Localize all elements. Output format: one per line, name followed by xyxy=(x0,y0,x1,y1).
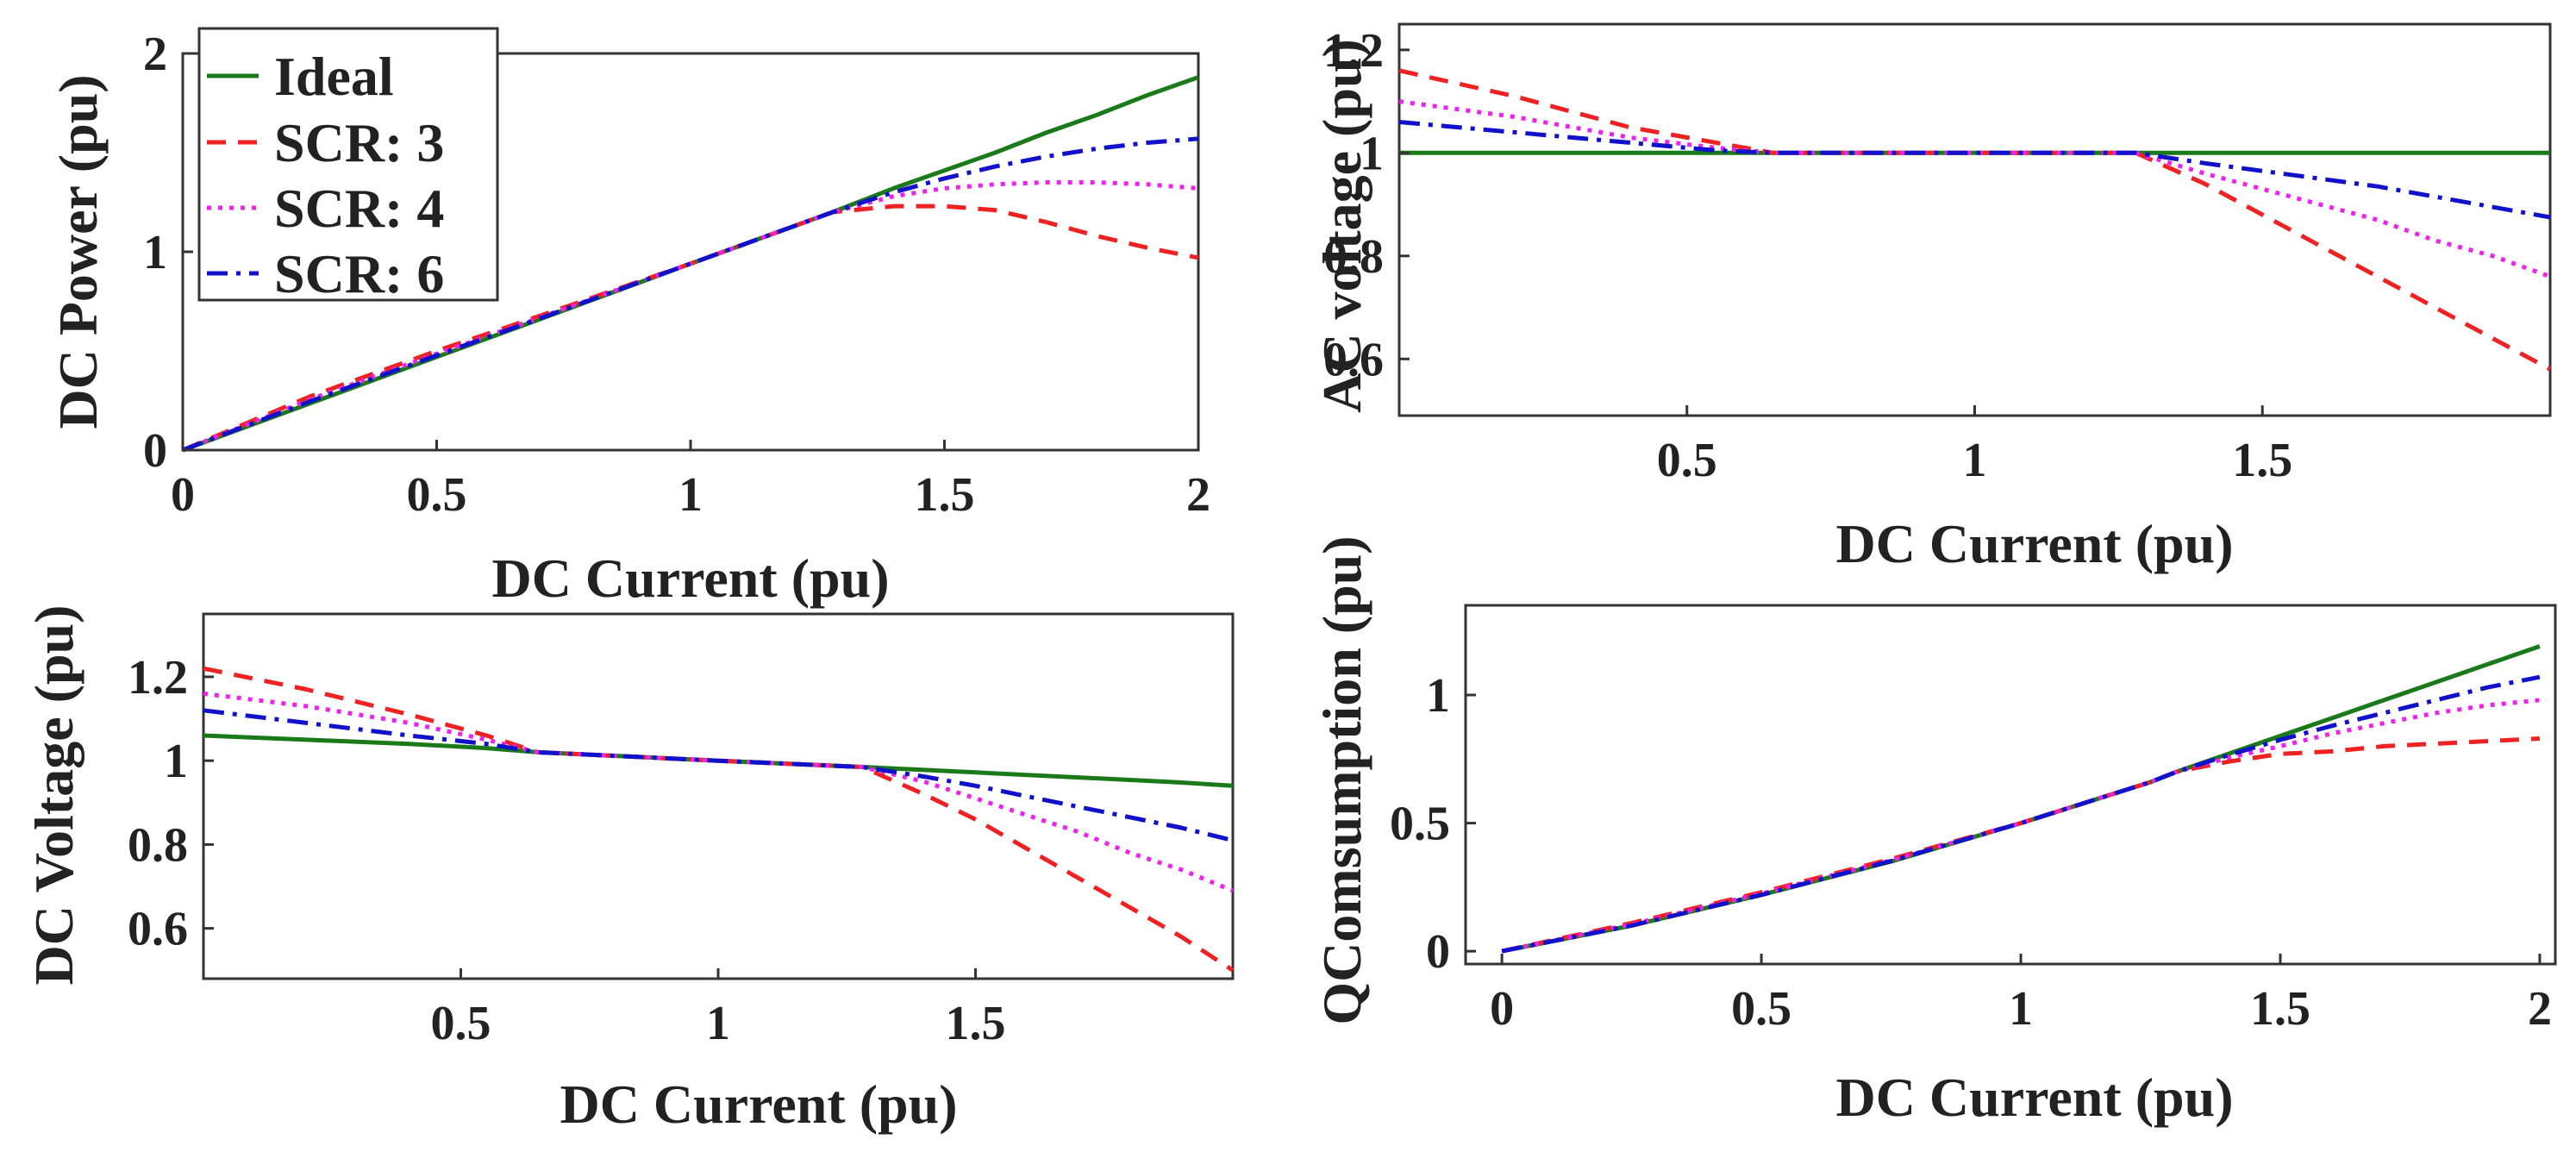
x-axis-label: DC Current (pu) xyxy=(1835,513,2233,574)
y-ticks: 0.6 0.8 1 1.2 xyxy=(1323,24,1410,386)
y-axis-label: AC voltage (pu) xyxy=(1311,39,1372,413)
series-layer xyxy=(1501,644,2541,954)
x-ticks: 0.5 1 1.5 xyxy=(431,968,1006,1050)
y-axis-label: DC Voltage (pu) xyxy=(23,605,84,986)
legend-entry-scr3: SCR: 3 xyxy=(274,112,444,173)
series-line-scr-6 xyxy=(1398,120,2551,220)
y-ticks: 00.51 xyxy=(1390,669,1476,979)
x-tick-label: 1.5 xyxy=(2232,434,2292,487)
series-line-scr-4 xyxy=(1398,99,2551,279)
series-layer xyxy=(182,75,1199,453)
x-tick-label: 2 xyxy=(2528,982,2552,1036)
x-tick-label: 1.5 xyxy=(2250,982,2310,1036)
legend-entry-scr6: SCR: 6 xyxy=(274,243,444,304)
series-line-scr-3 xyxy=(203,666,1235,973)
x-tick-label: 0.5 xyxy=(407,468,467,522)
y-tick-label: 0 xyxy=(1426,925,1450,979)
series-line-scr-3 xyxy=(1398,68,2552,372)
x-tick-label: 1 xyxy=(1963,434,1987,487)
y-tick-label: 1 xyxy=(164,735,188,788)
y-tick-label: 0.5 xyxy=(1390,798,1450,851)
y-tick-label: 0.8 xyxy=(128,818,188,872)
y-ticks: 0 1 2 xyxy=(143,28,193,478)
panel-dc-voltage: 0.5 1 1.5 0.6 0.8 1 1.2 DC Current (pu) DC Vo… xyxy=(23,605,1235,1135)
x-tick-label: 1 xyxy=(706,997,730,1050)
x-tick-label: 1 xyxy=(2009,982,2033,1036)
x-tick-label: 0.5 xyxy=(1657,434,1717,487)
y-ticks: 0.6 0.8 1 1.2 xyxy=(128,651,214,956)
y-tick-label: 0.8 xyxy=(1323,230,1384,284)
x-tick-label: 2 xyxy=(1186,468,1210,522)
y-tick-label: 1.2 xyxy=(128,651,188,704)
series-layer xyxy=(1398,68,2552,372)
series-line-scr-3 xyxy=(182,203,1199,453)
x-tick-label: 1.5 xyxy=(946,997,1006,1050)
x-ticks: 0 0.5 1 1.5 2 xyxy=(1490,954,2552,1036)
x-tick-label: 0.5 xyxy=(1731,982,1791,1036)
y-tick-label: 0.6 xyxy=(128,903,188,956)
plot-area xyxy=(1397,22,2552,417)
legend: Ideal SCR: 3 SCR: 4 SCR: 6 xyxy=(197,27,499,304)
x-tick-label: 0 xyxy=(1490,982,1514,1036)
x-tick-label: 1.5 xyxy=(915,468,975,522)
y-tick-label: 1 xyxy=(1360,127,1384,180)
y-axis-label: QComsumption (pu) xyxy=(1311,535,1372,1024)
legend-entry-ideal: Ideal xyxy=(274,46,394,107)
x-ticks: 0 0.5 1 1.5 2 xyxy=(171,440,1210,522)
series-line-scr-6 xyxy=(203,708,1234,843)
series-line-scr-4 xyxy=(203,691,1234,893)
y-tick-label: 2 xyxy=(143,28,167,81)
panel-dc-power: 0 0.5 1 1.5 2 0 1 2 DC Current (pu) DC Power (… xyxy=(47,27,1210,609)
x-tick-label: 0.5 xyxy=(431,997,491,1050)
series-line-scr-6 xyxy=(1501,674,2541,954)
legend-entry-scr4: SCR: 4 xyxy=(274,178,444,239)
x-axis-label: DC Current (pu) xyxy=(491,548,889,609)
plot-area xyxy=(1464,604,2557,966)
y-tick-label: 1 xyxy=(1426,669,1450,723)
y-tick-label: 0 xyxy=(143,424,167,478)
x-axis-label: DC Current (pu) xyxy=(560,1074,957,1135)
series-layer xyxy=(203,666,1235,973)
series-line-scr-3 xyxy=(1501,736,2541,954)
plot-area xyxy=(202,612,1235,980)
series-line-scr-4 xyxy=(1501,698,2541,954)
series-line-ideal xyxy=(1501,644,2541,954)
x-axis-label: DC Current (pu) xyxy=(1835,1067,2233,1128)
series-line-ideal xyxy=(203,733,1234,788)
panel-q-consumption: 0 0.5 1 1.5 2 00.51 DC Current (pu) QComsump… xyxy=(1311,535,2557,1128)
x-ticks: 0.5 1 1.5 xyxy=(1657,405,2292,487)
x-tick-label: 1 xyxy=(678,468,703,522)
y-axis-label: DC Power (pu) xyxy=(47,74,109,429)
y-tick-label: 1.2 xyxy=(1323,24,1384,78)
x-tick-label: 0 xyxy=(171,468,195,522)
y-tick-label: 0.6 xyxy=(1323,333,1384,386)
series-line-scr-6 xyxy=(182,136,1199,453)
panel-ac-voltage: 0.5 1 1.5 0.6 0.8 1 1.2 DC Current (pu) AC vo… xyxy=(1311,22,2552,574)
y-tick-label: 1 xyxy=(143,226,167,279)
